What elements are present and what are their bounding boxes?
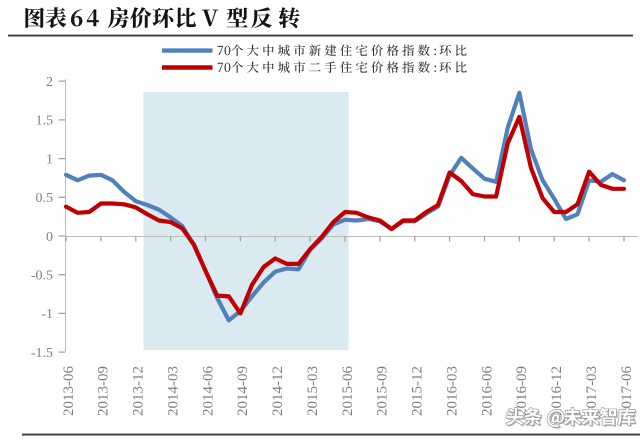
svg-text:0.5: 0.5 <box>36 191 54 206</box>
svg-text:2015-09: 2015-09 <box>375 366 391 416</box>
svg-text:2014-03: 2014-03 <box>165 366 181 416</box>
svg-text:2017-03: 2017-03 <box>584 366 600 416</box>
svg-text:0: 0 <box>46 230 53 245</box>
svg-text:2014-06: 2014-06 <box>200 366 216 416</box>
svg-text:1.5: 1.5 <box>36 114 54 129</box>
svg-text:2013-09: 2013-09 <box>96 366 112 416</box>
svg-text:2016-12: 2016-12 <box>549 366 565 416</box>
svg-text:2016-03: 2016-03 <box>444 366 460 416</box>
svg-text:2014-12: 2014-12 <box>270 366 286 416</box>
svg-text:2: 2 <box>46 75 53 90</box>
svg-text:2013-06: 2013-06 <box>61 366 77 416</box>
svg-text:2013-12: 2013-12 <box>131 366 147 416</box>
svg-text:2015-06: 2015-06 <box>340 366 356 416</box>
svg-text:2015-12: 2015-12 <box>410 366 426 416</box>
svg-text:2015-03: 2015-03 <box>305 366 321 416</box>
svg-text:2017-06: 2017-06 <box>619 366 635 416</box>
svg-text:2014-09: 2014-09 <box>235 366 251 416</box>
svg-text:-1.5: -1.5 <box>31 346 53 361</box>
svg-text:2016-06: 2016-06 <box>479 366 495 416</box>
svg-text:1: 1 <box>46 152 53 167</box>
svg-text:-1: -1 <box>41 307 53 322</box>
svg-text:2016-09: 2016-09 <box>514 366 530 416</box>
svg-text:-0.5: -0.5 <box>31 269 53 284</box>
